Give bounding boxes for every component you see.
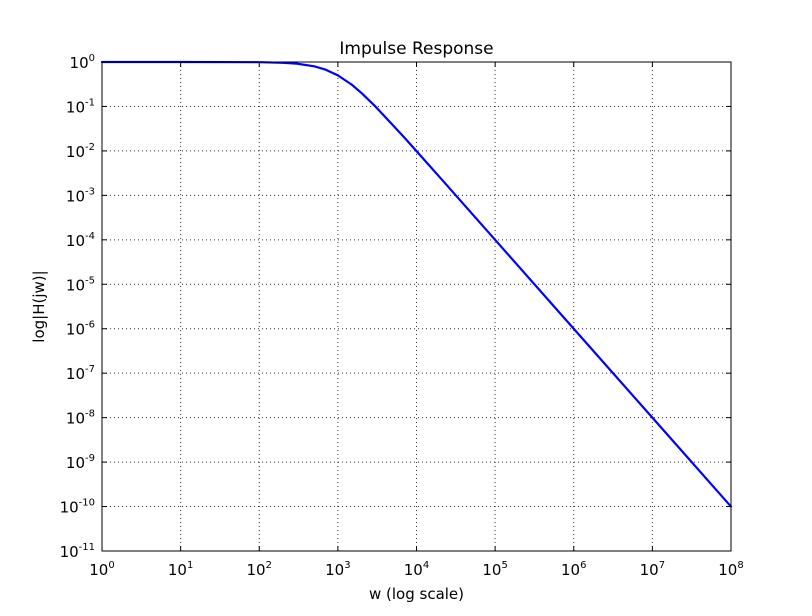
y-tick-label: 10-10 [60, 498, 95, 517]
x-tick-label: 103 [325, 560, 350, 579]
x-tick-label: 102 [247, 560, 272, 579]
y-axis-label: log|H(jw)| [30, 270, 48, 342]
x-tick-label: 108 [718, 560, 743, 579]
series-layer [100, 60, 733, 508]
x-tick-label: 107 [640, 560, 665, 579]
plot-frame [101, 61, 732, 552]
grid [102, 62, 731, 551]
x-tick-label: 106 [561, 560, 586, 579]
y-tick-label: 100 [70, 53, 95, 72]
y-tick-label: 10-2 [66, 142, 95, 161]
y-tick-label: 10-9 [66, 453, 95, 472]
tick-labels: 100 101 102 103 104 105 106 107 108 100 10-1 10-2 10… [60, 53, 744, 579]
x-tick-label: 105 [482, 560, 507, 579]
x-tick-label: 100 [89, 560, 114, 579]
series-line [100, 60, 733, 508]
x-tick-label: 101 [168, 560, 193, 579]
y-tick-label: 10-3 [66, 186, 95, 205]
y-tick-label: 10-5 [66, 275, 95, 294]
y-tick-label: 10-7 [66, 364, 95, 383]
y-tick-label: 10-1 [66, 97, 95, 116]
x-axis-label: w (log scale) [369, 585, 464, 603]
chart-title: Impulse Response [339, 39, 493, 59]
x-tick-label: 104 [404, 560, 429, 579]
y-tick-label: 10-4 [66, 231, 95, 250]
y-tick-label: 10-8 [66, 409, 95, 428]
y-tick-label: 10-6 [66, 320, 95, 339]
y-tick-label: 10-11 [60, 542, 95, 561]
